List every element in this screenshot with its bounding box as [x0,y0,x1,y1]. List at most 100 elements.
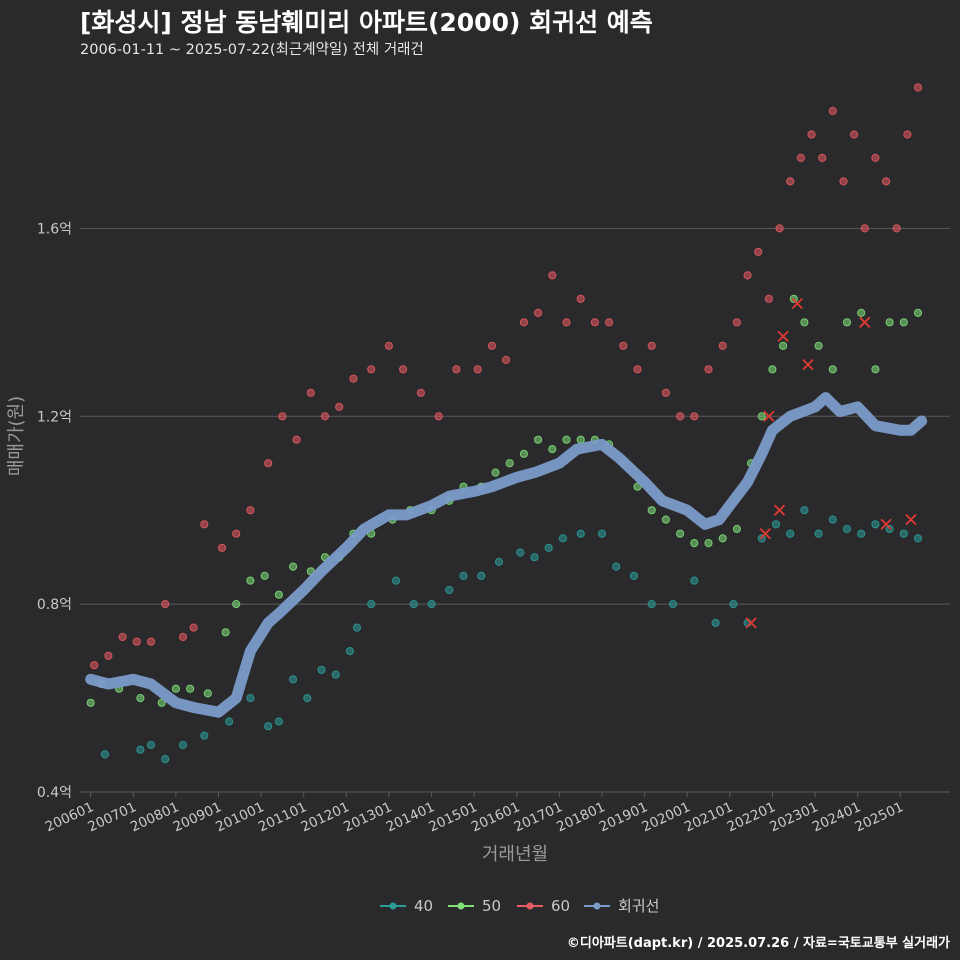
point-60 [839,177,848,186]
highlight-mark [859,316,871,328]
point-40 [647,600,656,609]
point-40 [899,529,908,538]
x-tick-label: 200801 [128,799,181,835]
point-60 [278,412,287,421]
point-60 [399,365,408,374]
point-60 [161,600,170,609]
point-40 [303,694,312,703]
point-50 [519,449,529,458]
point-40 [530,553,539,562]
point-60 [200,520,209,529]
point-40 [800,506,809,515]
point-60 [647,341,656,350]
point-60 [807,130,816,139]
x-tick-label: 202501 [852,799,905,835]
point-50 [661,515,671,524]
point-40 [786,529,795,538]
point-50 [814,341,823,350]
point-40 [629,571,639,581]
point-60 [118,632,127,642]
point-60 [576,294,585,303]
point-40 [445,585,454,595]
point-60 [434,412,443,421]
highlight-mark [745,617,757,629]
point-60 [818,153,827,162]
point-40 [391,576,401,585]
legend-label: 40 [414,897,433,915]
highlight-layer [745,297,917,629]
point-60 [764,294,774,303]
highlight-mark [880,518,892,530]
x-tick-label: 201501 [426,799,479,835]
point-50 [857,308,866,317]
point-40 [352,623,362,632]
point-50 [704,539,713,548]
highlight-mark [777,330,789,343]
point-60 [189,623,198,632]
y-tick-label: 1.6억 [37,221,72,237]
highlight-mark [759,528,771,540]
x-tick-label: 201201 [299,799,352,835]
point-50 [828,365,837,374]
point-50 [203,689,212,698]
point-60 [534,308,543,317]
x-tick-label: 201101 [256,799,309,835]
point-60 [676,412,685,421]
highlight-mark [773,504,786,516]
point-50 [871,365,880,374]
point-40 [711,618,720,628]
x-tick-label: 201801 [554,799,607,835]
x-tick-label: 201001 [213,799,266,835]
x-tick-label: 201701 [512,799,565,835]
point-60 [786,177,795,186]
point-50 [491,468,500,477]
point-40 [161,755,170,764]
point-40 [558,534,568,543]
point-50 [732,524,742,534]
point-60 [306,388,315,397]
point-40 [668,600,678,609]
point-60 [828,106,837,116]
point-50 [186,684,195,693]
point-40 [576,529,585,538]
point-40 [871,520,880,529]
point-40 [225,717,234,726]
point-60 [562,318,571,327]
point-50 [647,506,656,515]
point-40 [477,571,486,581]
point-60 [90,661,99,670]
point-60 [892,224,901,233]
legend-label: 50 [482,897,501,915]
highlight-mark [802,358,814,371]
point-layer [86,83,923,764]
point-50 [633,482,642,491]
grid-layer [80,227,950,793]
x-tick-label: 200601 [43,799,96,835]
point-40 [274,717,283,726]
point-40 [516,548,525,557]
point-50 [676,529,685,538]
point-40 [459,571,468,581]
point-40 [828,515,837,524]
point-50 [800,318,809,327]
point-40 [246,694,255,703]
point-40 [814,529,823,538]
point-40 [317,665,326,675]
point-40 [264,722,273,731]
point-60 [590,318,600,327]
legend-swatch-dot [526,902,534,910]
point-60 [367,365,376,374]
point-60 [232,529,241,538]
point-60 [246,506,255,515]
point-60 [349,374,358,383]
point-40 [427,600,436,609]
point-40 [690,576,699,585]
point-40 [771,520,781,529]
point-60 [384,341,393,350]
point-60 [871,153,880,162]
point-50 [505,459,514,468]
point-40 [842,524,852,534]
point-40 [597,529,607,538]
point-40 [913,534,923,543]
